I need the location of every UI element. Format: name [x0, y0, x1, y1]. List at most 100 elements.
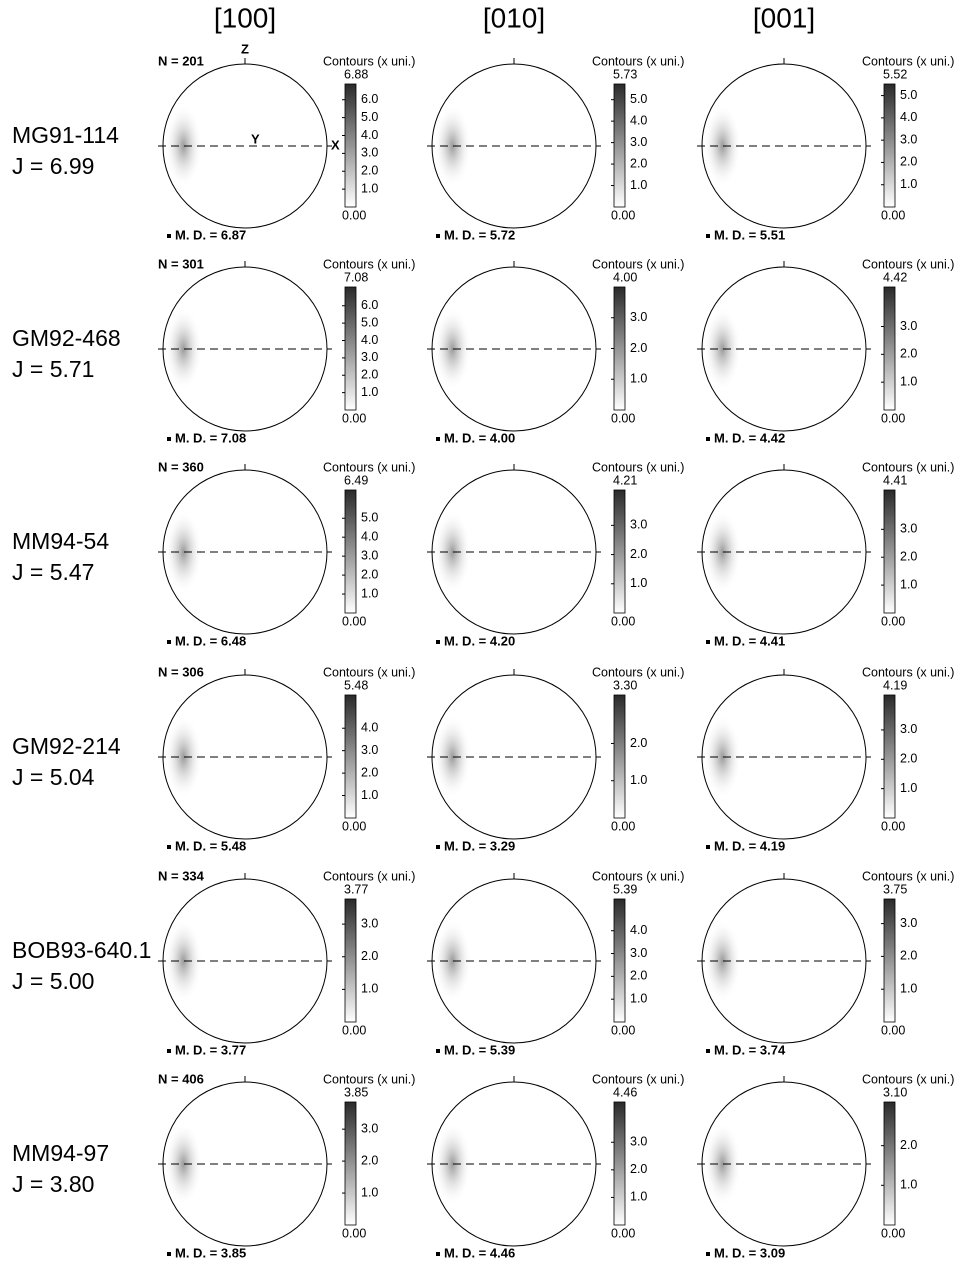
md-marker — [706, 1252, 710, 1256]
colorbar-tick-label: 4.0 — [900, 110, 917, 124]
texture-index: J = 5.71 — [12, 356, 94, 382]
colorbar-tick-label: 5.0 — [361, 511, 378, 525]
colorbar-tick-label: 3.0 — [630, 135, 647, 149]
colorbar-title: Contours (x uni.) — [862, 869, 954, 883]
colorbar-tick-label: 3.0 — [900, 319, 917, 333]
colorbar-tick-label: 2.0 — [361, 949, 378, 963]
colorbar — [344, 694, 357, 819]
colorbar-max: 5.52 — [883, 67, 907, 81]
colorbar-min: 0.00 — [611, 208, 635, 222]
density-shade — [704, 717, 741, 797]
max-density: M. D. = 3.74 — [714, 1042, 786, 1057]
md-marker — [167, 234, 171, 238]
max-density: M. D. = 4.41 — [714, 633, 785, 648]
sample-count: N = 301 — [158, 256, 204, 271]
colorbar-title: Contours (x uni.) — [323, 665, 415, 679]
colorbar-tick-label: 2.0 — [900, 155, 917, 169]
md-marker — [706, 1049, 710, 1053]
md-marker — [167, 1049, 171, 1053]
colorbar-max: 3.85 — [344, 1085, 368, 1099]
colorbar-tick-label: 3.0 — [361, 743, 378, 757]
column-header: [010] — [483, 2, 545, 33]
colorbar-tick-label: 1.0 — [900, 781, 917, 795]
max-density: M. D. = 5.72 — [444, 227, 515, 242]
colorbar-max: 5.73 — [613, 67, 637, 81]
colorbar-min: 0.00 — [881, 819, 905, 833]
colorbar-max: 4.21 — [613, 473, 637, 487]
colorbar-tick-label: 6.0 — [361, 298, 378, 312]
md-marker — [706, 437, 710, 441]
md-marker — [436, 234, 440, 238]
colorbar-tick-label: 4.0 — [361, 721, 378, 735]
colorbar — [613, 694, 626, 819]
md-marker — [706, 234, 710, 238]
md-marker — [436, 640, 440, 644]
colorbar-tick-label: 1.0 — [361, 788, 378, 802]
sample-count: N = 360 — [158, 459, 204, 474]
md-marker — [706, 845, 710, 849]
colorbar-tick-label: 2.0 — [900, 550, 917, 564]
colorbar — [883, 694, 896, 819]
colorbar-title: Contours (x uni.) — [323, 460, 415, 474]
axis-x: X — [331, 137, 340, 152]
density-shade — [704, 921, 741, 1001]
colorbar-tick-label: 5.0 — [900, 88, 917, 102]
colorbar-tick-label: 6.0 — [361, 92, 378, 106]
colorbar-tick-label: 3.0 — [630, 946, 647, 960]
colorbar-tick-label: 3.0 — [630, 1135, 647, 1149]
max-density: M. D. = 4.46 — [444, 1245, 515, 1260]
colorbar-min: 0.00 — [611, 411, 635, 425]
colorbar-tick-label: 3.0 — [361, 350, 378, 364]
colorbar-tick-label: 2.0 — [900, 949, 917, 963]
sample-name: MM94-54 — [12, 528, 109, 554]
colorbar-tick-label: 2.0 — [361, 567, 378, 581]
max-density: M. D. = 6.48 — [175, 633, 246, 648]
colorbar-min: 0.00 — [342, 1023, 366, 1037]
colorbar-tick-label: 3.0 — [361, 548, 378, 562]
colorbar-tick-label: 2.0 — [630, 736, 647, 750]
colorbar-title: Contours (x uni.) — [592, 54, 684, 68]
colorbar-tick-label: 5.0 — [361, 315, 378, 329]
density-shade — [165, 512, 202, 592]
colorbar — [344, 83, 357, 208]
colorbar-min: 0.00 — [881, 208, 905, 222]
colorbar-min: 0.00 — [342, 411, 366, 425]
colorbar-tick-label: 5.0 — [630, 92, 647, 106]
colorbar-tick-label: 2.0 — [900, 347, 917, 361]
colorbar-tick-label: 3.0 — [361, 916, 378, 930]
colorbar-max: 6.88 — [344, 67, 368, 81]
texture-index: J = 5.04 — [12, 764, 95, 790]
density-shade — [434, 512, 471, 592]
colorbar-tick-label: 2.0 — [630, 1162, 647, 1176]
colorbar-title: Contours (x uni.) — [592, 257, 684, 271]
colorbar-tick-label: 1.0 — [900, 577, 917, 591]
density-shade — [165, 717, 202, 797]
colorbar-tick-label: 4.0 — [361, 529, 378, 543]
colorbar-title: Contours (x uni.) — [592, 1072, 684, 1086]
sample-name: MG91-114 — [12, 122, 119, 148]
colorbar-max: 3.77 — [344, 882, 368, 896]
axis-z: Z — [241, 41, 249, 56]
colorbar-tick-label: 5.0 — [361, 110, 378, 124]
colorbar-min: 0.00 — [611, 614, 635, 628]
colorbar-tick-label: 3.0 — [630, 310, 647, 324]
colorbar-min: 0.00 — [611, 819, 635, 833]
colorbar-title: Contours (x uni.) — [323, 54, 415, 68]
md-marker — [706, 640, 710, 644]
colorbar-tick-label: 2.0 — [630, 969, 647, 983]
colorbar-max: 3.75 — [883, 882, 907, 896]
colorbar-min: 0.00 — [881, 614, 905, 628]
density-shade — [434, 1124, 471, 1204]
md-marker — [436, 1049, 440, 1053]
colorbar — [883, 286, 896, 411]
colorbar — [883, 1101, 896, 1226]
density-shade — [434, 106, 471, 186]
colorbar-min: 0.00 — [881, 1226, 905, 1240]
colorbar-max: 3.10 — [883, 1085, 907, 1099]
colorbar-title: Contours (x uni.) — [592, 869, 684, 883]
colorbar-max: 4.41 — [883, 473, 907, 487]
colorbar-max: 7.08 — [344, 270, 368, 284]
sample-count: N = 201 — [158, 53, 204, 68]
colorbar-title: Contours (x uni.) — [862, 460, 954, 474]
density-shade — [434, 921, 471, 1001]
